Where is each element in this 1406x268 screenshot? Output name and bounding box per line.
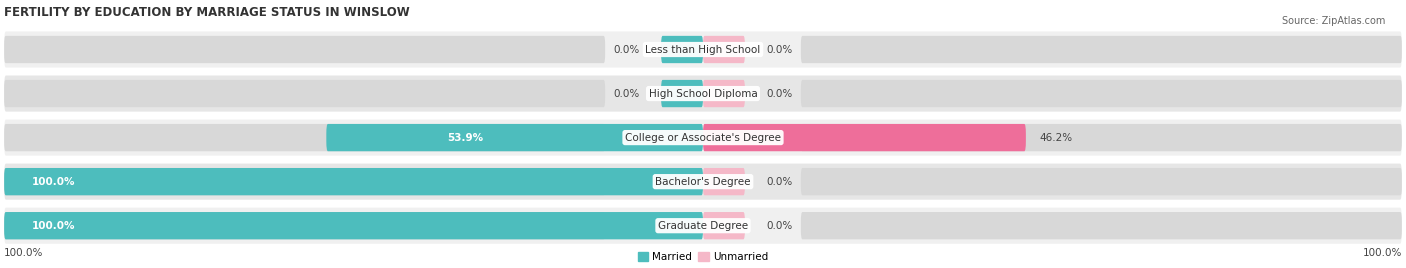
FancyBboxPatch shape <box>4 120 1402 156</box>
Text: Source: ZipAtlas.com: Source: ZipAtlas.com <box>1281 16 1385 26</box>
FancyBboxPatch shape <box>4 124 605 151</box>
FancyBboxPatch shape <box>703 124 1026 151</box>
FancyBboxPatch shape <box>703 212 745 239</box>
FancyBboxPatch shape <box>703 36 745 63</box>
Text: 100.0%: 100.0% <box>32 221 76 231</box>
FancyBboxPatch shape <box>4 212 605 239</box>
FancyBboxPatch shape <box>326 124 703 151</box>
FancyBboxPatch shape <box>4 208 1402 244</box>
FancyBboxPatch shape <box>4 76 1402 111</box>
Text: FERTILITY BY EDUCATION BY MARRIAGE STATUS IN WINSLOW: FERTILITY BY EDUCATION BY MARRIAGE STATU… <box>4 6 411 19</box>
Legend: Married, Unmarried: Married, Unmarried <box>634 248 772 266</box>
FancyBboxPatch shape <box>801 168 1402 195</box>
FancyBboxPatch shape <box>4 31 1402 68</box>
FancyBboxPatch shape <box>801 212 1402 239</box>
Text: 53.9%: 53.9% <box>447 133 484 143</box>
FancyBboxPatch shape <box>703 80 745 107</box>
Text: 0.0%: 0.0% <box>766 221 792 231</box>
Text: 0.0%: 0.0% <box>614 88 640 99</box>
Text: High School Diploma: High School Diploma <box>648 88 758 99</box>
FancyBboxPatch shape <box>801 124 1402 151</box>
FancyBboxPatch shape <box>4 212 703 239</box>
FancyBboxPatch shape <box>4 168 703 195</box>
Text: Graduate Degree: Graduate Degree <box>658 221 748 231</box>
Text: 0.0%: 0.0% <box>766 88 792 99</box>
FancyBboxPatch shape <box>801 80 1402 107</box>
Text: 0.0%: 0.0% <box>766 177 792 187</box>
FancyBboxPatch shape <box>4 36 605 63</box>
FancyBboxPatch shape <box>4 168 605 195</box>
Text: College or Associate's Degree: College or Associate's Degree <box>626 133 780 143</box>
Text: Less than High School: Less than High School <box>645 44 761 54</box>
Text: 100.0%: 100.0% <box>4 248 44 258</box>
FancyBboxPatch shape <box>661 36 703 63</box>
Text: 0.0%: 0.0% <box>766 44 792 54</box>
FancyBboxPatch shape <box>801 36 1402 63</box>
FancyBboxPatch shape <box>4 163 1402 200</box>
Text: 100.0%: 100.0% <box>1362 248 1402 258</box>
FancyBboxPatch shape <box>703 168 745 195</box>
Text: 46.2%: 46.2% <box>1040 133 1073 143</box>
Text: Bachelor's Degree: Bachelor's Degree <box>655 177 751 187</box>
FancyBboxPatch shape <box>661 80 703 107</box>
FancyBboxPatch shape <box>4 80 605 107</box>
Text: 0.0%: 0.0% <box>614 44 640 54</box>
Text: 100.0%: 100.0% <box>32 177 76 187</box>
